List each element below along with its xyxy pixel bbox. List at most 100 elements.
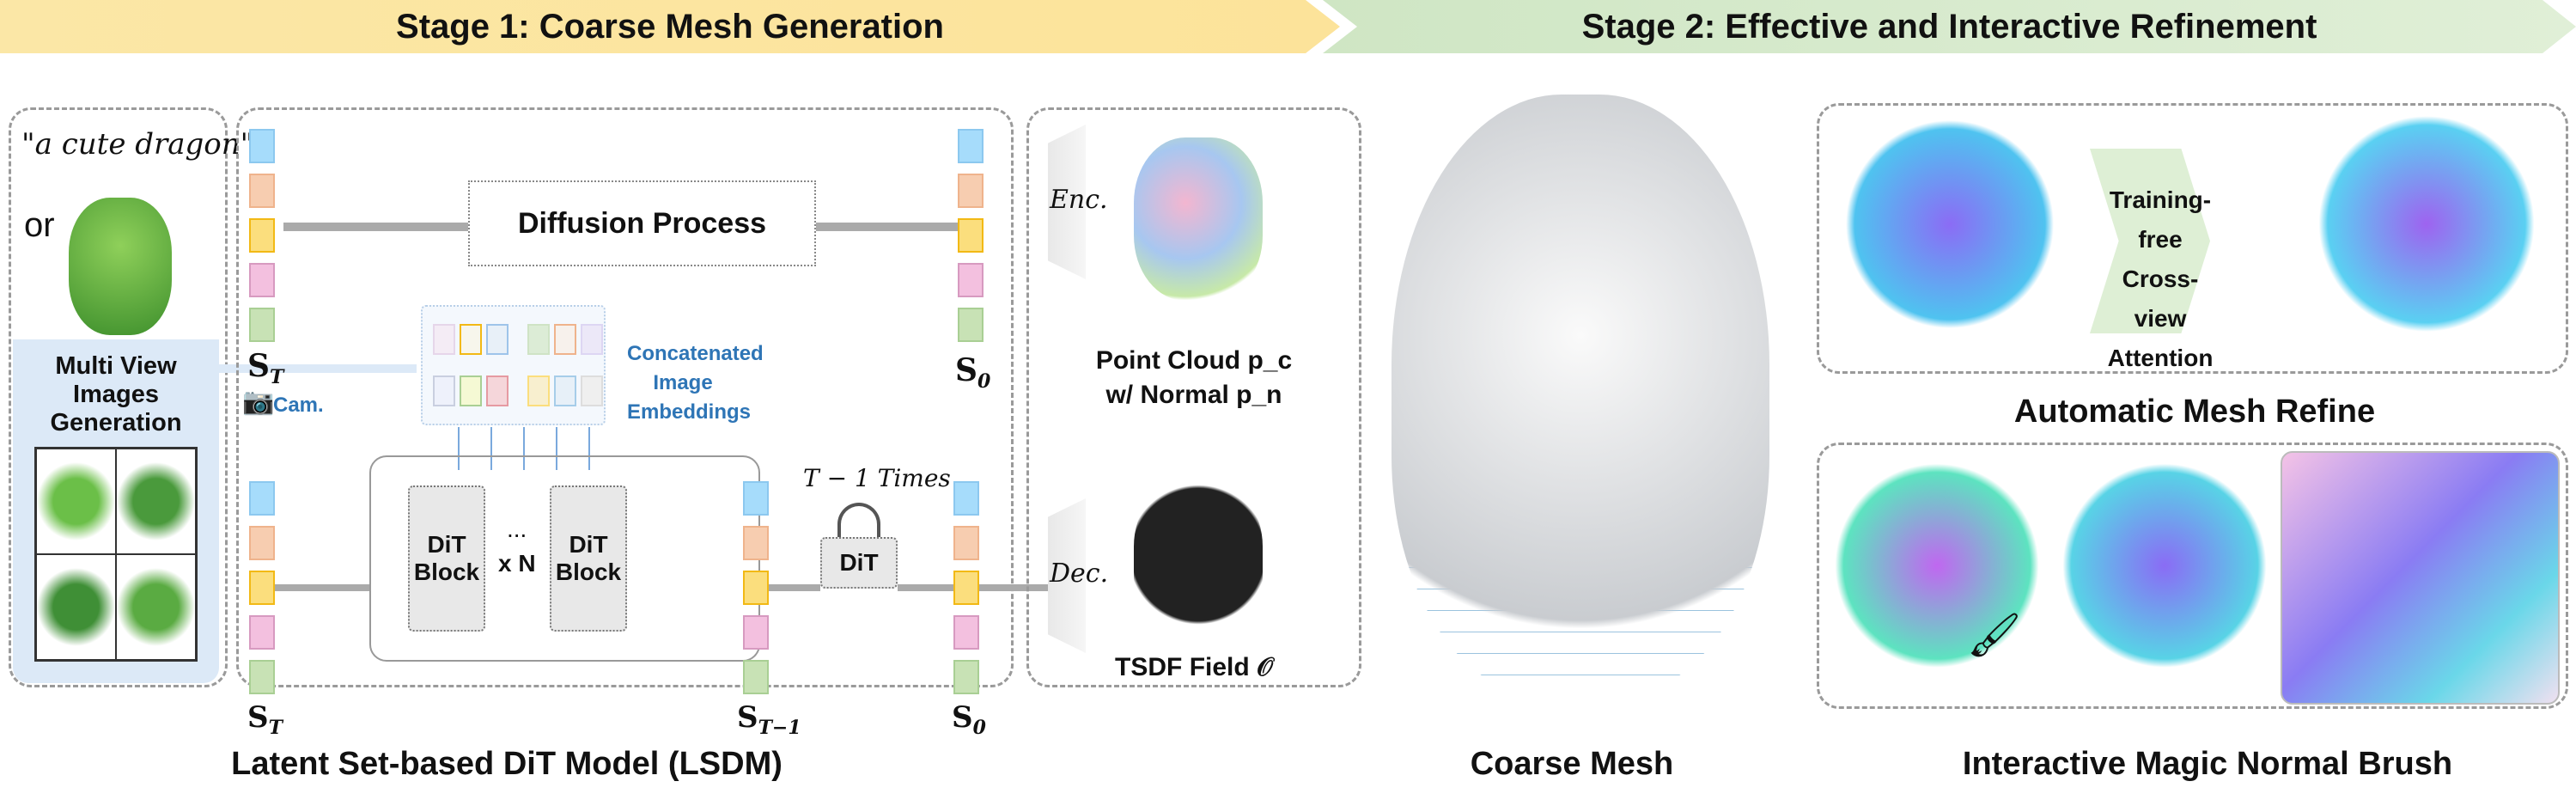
lsdm-caption: Latent Set-based DiT Model (LSDM) [231,746,783,782]
latent-token [958,308,984,342]
or-label: or [24,206,55,244]
latent-token [743,526,769,560]
embeddings-box [421,305,606,425]
stage2-title: Stage 2: Effective and Interactive Refin… [1581,7,2317,46]
camera-icon: 📷 [242,388,275,416]
tsdf-label: TSDF Field 𝒪 [1115,653,1273,681]
latent-token [249,263,275,297]
cam-label: Cam. [273,394,324,417]
latent-token [249,218,275,253]
decoder-label: Dec. [1050,559,1109,589]
encoder-label: Enc. [1050,185,1108,215]
brush-before-image [1834,455,2040,700]
point-cloud-image [1134,137,1263,301]
brush-after-image [2061,455,2268,700]
latent-token [249,526,275,560]
image-embedding-token [554,324,576,355]
latent-token [249,615,275,650]
brush-caption: Interactive Magic Normal Brush [1962,746,2453,782]
dit-block-n: DiT Block [550,485,627,632]
brush-panel [1817,443,2568,709]
s-0-label-bottom: S0 [952,700,986,739]
diffusion-line [816,223,958,231]
dragon-image [69,198,172,335]
latent-token [743,615,769,650]
codec-panel [1026,107,1361,687]
image-embedding-token [433,324,455,355]
s-t-label-bottom: ST [247,700,283,739]
image-embedding-token [460,375,482,406]
latent-token [743,481,769,516]
latent-token [249,174,275,208]
stage1-banner: Stage 1: Coarse Mesh Generation [0,0,1340,53]
image-embedding-token [527,375,550,406]
multiview-grid [34,447,198,662]
latent-token [953,615,979,650]
latent-token [953,526,979,560]
stage1-title: Stage 1: Coarse Mesh Generation [396,7,944,46]
coarse-mesh-caption: Coarse Mesh [1470,746,1674,782]
diffusion-arrow [283,223,468,231]
latent-token [249,660,275,694]
image-embedding-token [581,324,603,355]
latent-token [249,308,275,342]
image-embedding-token [581,375,603,406]
s-t-label: ST [247,348,284,389]
multiview-label: Multi View Images Generation [50,352,182,437]
latent-token [743,660,769,694]
lsdm-panel [236,107,1014,687]
latent-token [249,571,275,605]
loop-arrow-icon [837,503,880,537]
embedding-arrow [219,364,417,373]
arrow [979,584,1048,591]
image-embedding-token [460,324,482,355]
embeddings-label: Concatenated Image Embeddings [627,342,764,424]
brush-detail-image [2281,451,2560,705]
dit-block-1: DiT Block [408,485,485,632]
input-panel [9,107,228,687]
times-n-label: x N [498,550,536,577]
ellipsis: ... [507,516,527,542]
image-embedding-token [486,375,509,406]
cross-attention-arrows [434,427,597,470]
refined-dragon-image [2311,112,2543,361]
normal-dragon-cameras-image [1838,116,2061,357]
arrow [275,584,369,591]
point-cloud-label: Point Cloud p_c w/ Normal p_n [1095,346,1293,409]
image-embedding-token [433,375,455,406]
latent-token [958,263,984,297]
attention-label: Training-free Cross-view Attention [2107,186,2214,371]
latent-token [953,660,979,694]
view-image [116,554,196,660]
loop-label: T − 1 Times [803,464,951,492]
view-image [36,554,116,660]
latent-token [249,481,275,516]
diffusion-process-box: Diffusion Process [468,180,816,266]
stage2-banner: Stage 2: Effective and Interactive Refin… [1323,0,2576,53]
auto-refine-panel [1817,103,2568,374]
coarse-mesh-image [1392,95,1769,696]
latent-token [958,218,984,253]
latent-token [953,571,979,605]
view-image [116,449,196,554]
latent-token [743,571,769,605]
view-image [36,449,116,554]
decoder-shape [1048,498,1086,653]
image-embedding-token [527,324,550,355]
image-embedding-token [486,324,509,355]
s-0-label: S0 [955,352,991,394]
auto-refine-caption: Automatic Mesh Refine [2013,394,2376,430]
dit-box: DiT [820,537,898,589]
s-t-minus-1-label: ST−1 [737,700,801,739]
tsdf-image [1134,481,1263,644]
arrow [769,584,820,591]
latent-token [958,174,984,208]
arrow [898,584,953,591]
latent-token [958,129,984,163]
latent-token [249,129,275,163]
text-prompt: "a cute dragon" [21,127,254,162]
encoder-shape [1048,125,1086,279]
image-embedding-token [554,375,576,406]
latent-token [953,481,979,516]
brush-icon: 🖌 [1967,611,2022,659]
